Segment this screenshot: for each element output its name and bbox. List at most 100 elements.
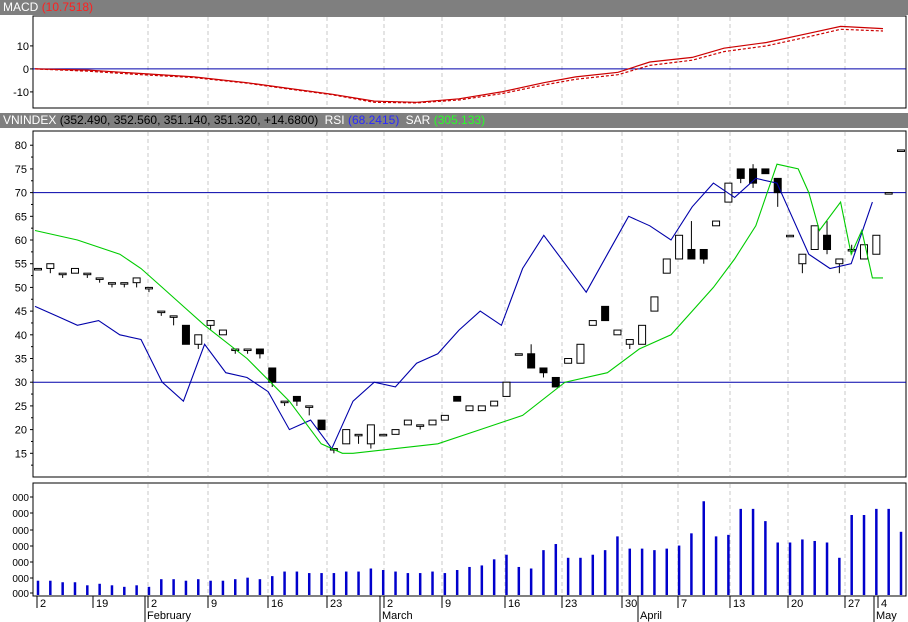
candle <box>34 267 42 271</box>
candle-body <box>157 310 166 314</box>
candle-body <box>884 192 893 195</box>
candle <box>477 405 486 412</box>
month-label: February <box>147 610 192 622</box>
day-label: 30 <box>625 598 637 610</box>
price-tick-label: 80 <box>15 140 27 152</box>
volume-tick-label: 000 <box>12 542 29 553</box>
day-label: 2 <box>387 598 393 610</box>
candle <box>539 367 548 378</box>
candle <box>305 405 314 416</box>
candle-body <box>872 234 881 255</box>
price-header: VNINDEX (352.490, 352.560, 351.140, 351.… <box>0 113 908 128</box>
date-axis: 2 19 2 9 16 23 2 9 16 23 30 7 13 20 27 4 February March Ap… <box>33 595 906 622</box>
candle <box>181 324 190 345</box>
index-label: VNINDEX <box>3 113 57 127</box>
price-tick-label: 25 <box>15 401 27 413</box>
candle-body <box>465 405 474 412</box>
candle <box>132 277 141 288</box>
day-label: 23 <box>565 598 577 610</box>
rsi-label: RSI <box>324 113 345 127</box>
candle-body <box>416 424 425 427</box>
candle-body <box>490 400 499 407</box>
candle-body <box>255 348 264 355</box>
candle <box>675 234 684 260</box>
candle-body <box>317 419 326 431</box>
candle-body <box>835 258 844 265</box>
candle <box>514 353 523 356</box>
candle-body <box>70 267 79 274</box>
candle <box>379 433 388 437</box>
candle <box>403 419 412 426</box>
candle <box>342 429 351 445</box>
candle <box>292 395 301 406</box>
volume-tick-label: 000 <box>12 526 29 537</box>
ohlc-values: (352.490, 352.560, 351.140, 351.320, +14… <box>59 113 319 127</box>
macd-tick-label: 0 <box>23 64 29 76</box>
candle-body <box>95 277 104 280</box>
candle-body <box>539 367 548 374</box>
day-label: 19 <box>96 598 108 610</box>
macd-tick-label: -10 <box>13 87 29 99</box>
candle <box>564 358 573 364</box>
candle <box>95 277 104 283</box>
candle-body <box>34 267 42 271</box>
candle-body <box>514 353 523 356</box>
candle-body <box>107 282 116 285</box>
price-tick-label: 30 <box>15 377 27 389</box>
price-tick-label: 60 <box>15 235 27 247</box>
price-tick-label: 15 <box>15 448 27 460</box>
candle-body <box>120 282 129 285</box>
macd-series-macd <box>34 25 884 103</box>
month-label: April <box>640 610 662 622</box>
candle <box>391 429 400 435</box>
candle <box>860 244 869 260</box>
candle <box>601 305 610 322</box>
day-label: 4 <box>881 598 887 610</box>
candle-body <box>403 419 412 426</box>
day-label: 2 <box>151 598 157 610</box>
candle <box>823 221 832 255</box>
candle-body <box>699 248 708 260</box>
candle <box>786 234 795 238</box>
candle <box>194 334 203 350</box>
candle-body <box>46 263 55 269</box>
volume-panel: 000 000 000 000 000 000 000 <box>12 482 907 600</box>
candle <box>897 149 905 152</box>
sar-label: SAR <box>405 113 431 127</box>
candle-body <box>576 343 585 364</box>
candle-body <box>736 168 745 179</box>
candle <box>206 320 215 331</box>
price-tick-label: 65 <box>15 211 27 223</box>
candle-body <box>83 272 92 276</box>
candle-body <box>662 258 671 274</box>
candle-body <box>810 225 819 250</box>
candle-body <box>218 329 227 336</box>
candle <box>527 344 536 369</box>
panel-frame-1 <box>32 15 907 109</box>
macd-tick-label: 10 <box>17 41 29 53</box>
candle-body <box>440 414 449 421</box>
candle <box>625 339 634 350</box>
candle <box>107 282 116 288</box>
candle-body <box>551 376 560 388</box>
candle-body <box>798 253 807 265</box>
macd-panel: 10 0 -10 <box>13 15 907 109</box>
candle-body <box>391 429 400 435</box>
candle <box>576 343 585 364</box>
candle-body <box>366 424 375 445</box>
candle <box>588 320 597 326</box>
macd-value: (10.7518) <box>41 0 94 14</box>
candle-body <box>144 286 153 290</box>
candle-body <box>292 395 301 402</box>
day-label: 23 <box>330 598 342 610</box>
candle-body <box>847 248 856 252</box>
candle-body <box>527 353 536 369</box>
candle <box>157 310 166 316</box>
candle <box>46 263 55 274</box>
candle-body <box>613 329 622 336</box>
rsi-value: (68.2415) <box>347 113 400 127</box>
candle <box>699 248 708 264</box>
sar-value: (305.133) <box>433 113 486 127</box>
day-label: 16 <box>508 598 520 610</box>
volume-tick-label: 000 <box>12 589 29 600</box>
